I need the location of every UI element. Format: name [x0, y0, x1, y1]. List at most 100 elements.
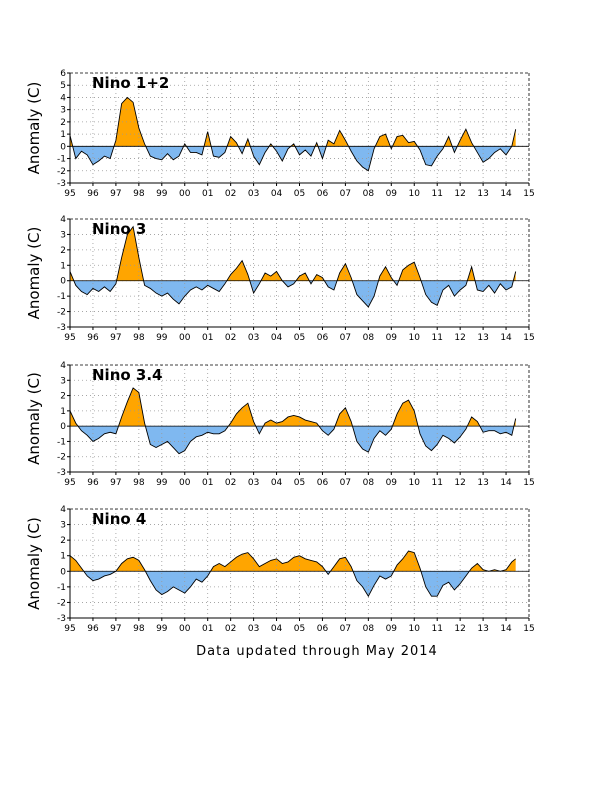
panel-title: Nino 1+2 — [92, 74, 169, 92]
x-tick-label: 05 — [294, 478, 305, 488]
x-tick-label: 12 — [454, 478, 465, 488]
x-tick-label: 04 — [271, 478, 283, 488]
x-tick-label: 95 — [64, 189, 75, 199]
x-tick-label: 10 — [409, 624, 421, 634]
x-tick-label: 02 — [225, 478, 236, 488]
x-tick-label: 95 — [64, 478, 75, 488]
x-tick-label: 06 — [317, 333, 329, 343]
positive-anomaly-area — [70, 387, 516, 427]
y-tick-label: -2 — [57, 598, 66, 608]
x-tick-label: 98 — [133, 624, 145, 634]
y-tick-label: 1 — [60, 261, 66, 271]
panel-title: Nino 4 — [92, 510, 146, 528]
panel-title: Nino 3 — [92, 220, 146, 238]
x-tick-label: 14 — [500, 624, 512, 634]
y-tick-label: -2 — [57, 308, 66, 318]
series-line — [69, 387, 517, 455]
negative-anomaly-area — [70, 571, 516, 597]
x-tick-label: 01 — [202, 478, 213, 488]
x-tick-label: 95 — [64, 333, 75, 343]
x-tick-label: 11 — [431, 624, 442, 634]
series-line — [69, 96, 517, 172]
x-tick-label: 97 — [110, 333, 121, 343]
y-axis-label: Anomaly (C) — [25, 517, 43, 610]
x-tick-label: 13 — [477, 333, 488, 343]
x-tick-label: 04 — [271, 189, 283, 199]
x-tick-label: 13 — [477, 189, 488, 199]
y-tick-label: 5 — [60, 81, 66, 91]
x-tick-label: 08 — [363, 624, 375, 634]
y-tick-label: 3 — [60, 376, 66, 386]
x-tick-label: 14 — [500, 189, 512, 199]
positive-anomaly-area — [70, 226, 516, 281]
x-tick-label: 02 — [225, 189, 236, 199]
positive-anomaly-area — [70, 97, 516, 147]
y-tick-label: 0 — [60, 142, 66, 152]
x-tick-label: 08 — [363, 189, 375, 199]
x-tick-label: 04 — [271, 333, 283, 343]
x-tick-label: 98 — [133, 333, 145, 343]
x-tick-label: 15 — [523, 624, 534, 634]
x-tick-label: 14 — [500, 478, 512, 488]
x-tick-label: 15 — [523, 333, 534, 343]
y-tick-label: 2 — [60, 392, 66, 402]
x-tick-label: 03 — [248, 189, 259, 199]
y-axis-label: Anomaly (C) — [25, 82, 43, 175]
x-tick-label: 05 — [294, 624, 305, 634]
y-tick-label: -2 — [57, 167, 66, 177]
x-tick-label: 10 — [409, 478, 421, 488]
x-tick-label: 11 — [431, 478, 442, 488]
x-tick-label: 15 — [523, 189, 534, 199]
x-tick-label: 95 — [64, 624, 75, 634]
y-tick-label: -3 — [57, 179, 66, 189]
x-tick-label: 06 — [317, 478, 329, 488]
y-tick-label: 2 — [60, 536, 66, 546]
x-tick-label: 11 — [431, 189, 442, 199]
x-tick-label: 96 — [87, 333, 99, 343]
y-tick-label: -3 — [57, 614, 66, 624]
y-tick-label: -1 — [57, 437, 66, 447]
x-tick-label: 15 — [523, 478, 534, 488]
y-axis-label: Anomaly (C) — [25, 372, 43, 465]
positive-anomaly-area — [70, 551, 516, 572]
y-tick-label: 2 — [60, 246, 66, 256]
x-tick-label: 98 — [133, 189, 145, 199]
x-tick-label: 07 — [340, 333, 351, 343]
y-tick-label: 2 — [60, 118, 66, 128]
y-tick-label: -3 — [57, 468, 66, 478]
x-tick-label: 03 — [248, 624, 259, 634]
x-tick-label: 01 — [202, 189, 213, 199]
x-tick-label: 02 — [225, 333, 236, 343]
y-tick-label: 4 — [60, 505, 66, 515]
x-tick-label: 09 — [386, 189, 398, 199]
y-axis-label: Anomaly (C) — [25, 227, 43, 320]
x-tick-label: 03 — [248, 333, 259, 343]
negative-anomaly-area — [72, 146, 512, 171]
x-tick-label: 01 — [202, 624, 213, 634]
y-tick-label: 0 — [60, 567, 66, 577]
x-tick-label: 10 — [409, 189, 421, 199]
y-tick-label: 4 — [60, 93, 66, 103]
footer-note: Data updated through May 2014 — [196, 644, 438, 659]
x-tick-label: 01 — [202, 333, 213, 343]
x-tick-label: 97 — [110, 478, 121, 488]
y-tick-label: 1 — [60, 552, 66, 562]
y-tick-label: 4 — [60, 361, 66, 371]
x-tick-label: 05 — [294, 333, 305, 343]
negative-anomaly-area — [70, 426, 516, 454]
y-tick-label: -1 — [57, 583, 66, 593]
x-tick-label: 13 — [477, 624, 488, 634]
x-tick-label: 99 — [156, 624, 168, 634]
x-tick-label: 10 — [409, 333, 421, 343]
x-tick-label: 07 — [340, 189, 351, 199]
series-line — [69, 225, 517, 308]
y-tick-label: -1 — [57, 292, 66, 302]
x-tick-label: 07 — [340, 478, 351, 488]
x-tick-label: 08 — [363, 333, 375, 343]
negative-anomaly-area — [73, 280, 514, 307]
y-tick-label: -2 — [57, 453, 66, 463]
y-tick-label: 3 — [60, 521, 66, 531]
